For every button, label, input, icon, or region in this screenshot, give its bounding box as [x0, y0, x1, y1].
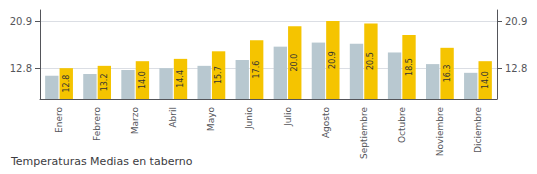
svg-text:12.8: 12.8	[10, 63, 32, 74]
svg-text:12.8: 12.8	[505, 63, 527, 74]
svg-text:Septiembre: Septiembre	[359, 107, 369, 160]
svg-text:14.4: 14.4	[176, 70, 185, 88]
svg-text:20.9: 20.9	[505, 16, 527, 27]
svg-text:20.9: 20.9	[10, 16, 32, 27]
svg-text:18.5: 18.5	[405, 58, 414, 76]
svg-text:Mayo: Mayo	[206, 107, 216, 132]
svg-text:20.5: 20.5	[366, 52, 375, 70]
svg-text:Noviembre: Noviembre	[435, 107, 445, 157]
svg-text:Octubre: Octubre	[397, 107, 407, 143]
svg-text:12.8: 12.8	[62, 75, 71, 93]
svg-text:Agosto: Agosto	[321, 107, 331, 139]
svg-text:13.2: 13.2	[100, 74, 109, 92]
svg-text:14.0: 14.0	[138, 71, 147, 89]
svg-text:20.9: 20.9	[328, 51, 337, 69]
svg-text:Marzo: Marzo	[130, 107, 140, 135]
svg-text:14.0: 14.0	[481, 71, 490, 89]
svg-text:Julio: Julio	[283, 107, 293, 127]
svg-text:17.6: 17.6	[252, 61, 261, 79]
svg-text:20.0: 20.0	[290, 54, 299, 72]
svg-text:15.7: 15.7	[214, 66, 223, 84]
svg-text:Enero: Enero	[54, 107, 64, 133]
svg-text:Diciembre: Diciembre	[473, 107, 483, 153]
svg-text:Temperaturas Medias en taberno: Temperaturas Medias en taberno	[10, 155, 193, 168]
svg-text:Febrero: Febrero	[92, 107, 102, 141]
svg-text:16.3: 16.3	[443, 64, 452, 82]
svg-text:Abril: Abril	[168, 107, 178, 128]
svg-text:Junio: Junio	[244, 107, 254, 131]
